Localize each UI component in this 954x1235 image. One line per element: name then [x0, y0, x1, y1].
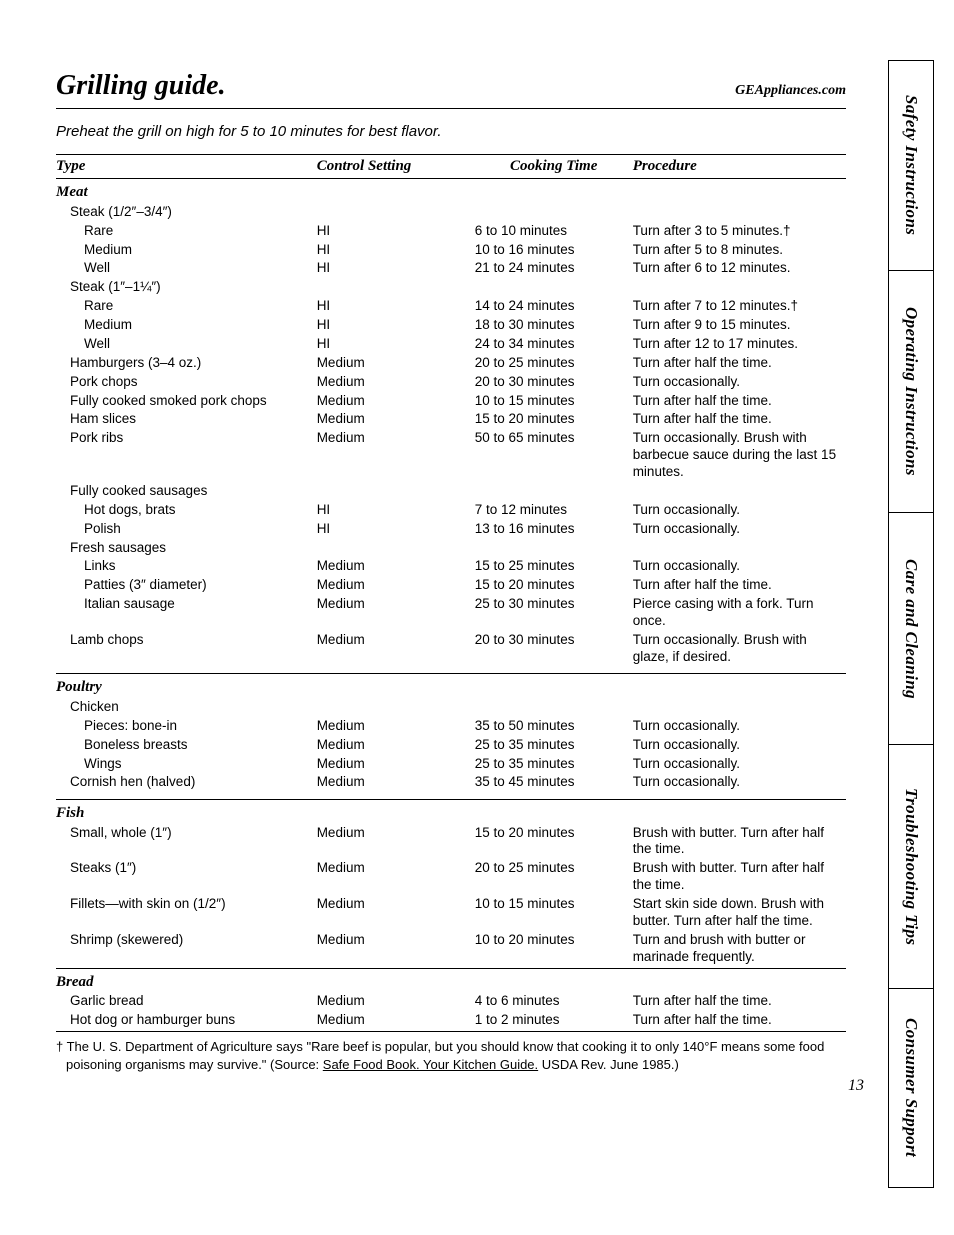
footnote-link: Safe Food Book. Your Kitchen Guide. — [323, 1057, 538, 1072]
table-row: Lamb chopsMedium20 to 30 minutesTurn occ… — [56, 632, 846, 668]
table-row: Italian sausageMedium25 to 30 minutesPie… — [56, 596, 846, 632]
header-row: Grilling guide. GEAppliances.com — [56, 70, 846, 109]
table-row: Fully cooked smoked pork chopsMedium10 t… — [56, 393, 846, 412]
table-row: WingsMedium25 to 35 minutesTurn occasion… — [56, 756, 846, 775]
col-type: Type — [56, 155, 317, 179]
brand-link: GEAppliances.com — [735, 83, 846, 99]
table-row: Pork chopsMedium20 to 30 minutesTurn occ… — [56, 374, 846, 393]
table-row: Ham slicesMedium15 to 20 minutesTurn aft… — [56, 411, 846, 430]
main-content: Grilling guide. GEAppliances.com Preheat… — [56, 70, 846, 1073]
table-row: Patties (3″ diameter)Medium15 to 20 minu… — [56, 577, 846, 596]
section-heading: Poultry — [56, 674, 846, 699]
grilling-table: Type Control Setting Cooking Time Proced… — [56, 154, 846, 1032]
table-row: WellHI24 to 34 minutesTurn after 12 to 1… — [56, 336, 846, 355]
sidebar-tab[interactable]: Consumer Support — [888, 988, 934, 1188]
table-row: WellHI21 to 24 minutesTurn after 6 to 12… — [56, 260, 846, 279]
table-row: LinksMedium15 to 25 minutesTurn occasion… — [56, 558, 846, 577]
sidebar-tab[interactable]: Operating Instructions — [888, 270, 934, 512]
sidebar-tab-label: Safety Instructions — [901, 95, 921, 235]
footnote: † The U. S. Department of Agriculture sa… — [56, 1038, 846, 1073]
col-proc: Procedure — [633, 155, 846, 179]
table-row: MediumHI18 to 30 minutesTurn after 9 to … — [56, 317, 846, 336]
table-row: Steaks (1″)Medium20 to 25 minutesBrush w… — [56, 860, 846, 896]
table-row: Hamburgers (3–4 oz.)Medium20 to 25 minut… — [56, 355, 846, 374]
sidebar-tab[interactable]: Care and Cleaning — [888, 512, 934, 744]
group-label-row: Steak (1/2″–3/4″) — [56, 204, 846, 223]
col-time: Cooking Time — [475, 155, 633, 179]
sidebar-tab-label: Troubleshooting Tips — [901, 788, 921, 945]
table-row: Fillets—with skin on (1/2″)Medium10 to 1… — [56, 896, 846, 932]
section-heading: Bread — [56, 969, 846, 994]
table-row: Shrimp (skewered)Medium10 to 20 minutesT… — [56, 932, 846, 968]
table-row: PolishHI13 to 16 minutesTurn occasionall… — [56, 521, 846, 540]
table-row: Small, whole (1″)Medium15 to 20 minutesB… — [56, 825, 846, 861]
sidebar-tab-label: Care and Cleaning — [901, 559, 921, 699]
table-row: Boneless breastsMedium25 to 35 minutesTu… — [56, 737, 846, 756]
section-heading: Fish — [56, 800, 846, 825]
page-number: 13 — [848, 1077, 864, 1095]
group-label-row: Fresh sausages — [56, 540, 846, 559]
sidebar-tab[interactable]: Safety Instructions — [888, 60, 934, 270]
table-row: Cornish hen (halved)Medium35 to 45 minut… — [56, 774, 846, 793]
subtitle: Preheat the grill on high for 5 to 10 mi… — [56, 123, 846, 140]
group-label-row: Chicken — [56, 699, 846, 718]
sidebar-tab-label: Consumer Support — [901, 1018, 921, 1157]
table-row: Hot dogs, bratsHI7 to 12 minutesTurn occ… — [56, 502, 846, 521]
table-row: Garlic breadMedium4 to 6 minutesTurn aft… — [56, 993, 846, 1012]
section-heading: Meat — [56, 179, 846, 204]
group-label-row: Steak (1″–1¼″) — [56, 279, 846, 298]
sidebar-tab[interactable]: Troubleshooting Tips — [888, 744, 934, 988]
section-tabs-sidebar: Safety Instructions Operating Instruction… — [888, 60, 934, 1190]
table-row: RareHI14 to 24 minutesTurn after 7 to 12… — [56, 298, 846, 317]
table-row: MediumHI10 to 16 minutesTurn after 5 to … — [56, 242, 846, 261]
sidebar-tab-label: Operating Instructions — [901, 307, 921, 476]
group-label-row: Fully cooked sausages — [56, 483, 846, 502]
footnote-suffix: USDA Rev. June 1985.) — [538, 1057, 679, 1072]
table-row: Pieces: bone-inMedium35 to 50 minutesTur… — [56, 718, 846, 737]
table-row: Pork ribsMedium50 to 65 minutesTurn occa… — [56, 430, 846, 483]
table-row: Hot dog or hamburger bunsMedium1 to 2 mi… — [56, 1012, 846, 1031]
page-title: Grilling guide. — [56, 70, 226, 102]
table-row: RareHI6 to 10 minutesTurn after 3 to 5 m… — [56, 223, 846, 242]
col-setting: Control Setting — [317, 155, 475, 179]
